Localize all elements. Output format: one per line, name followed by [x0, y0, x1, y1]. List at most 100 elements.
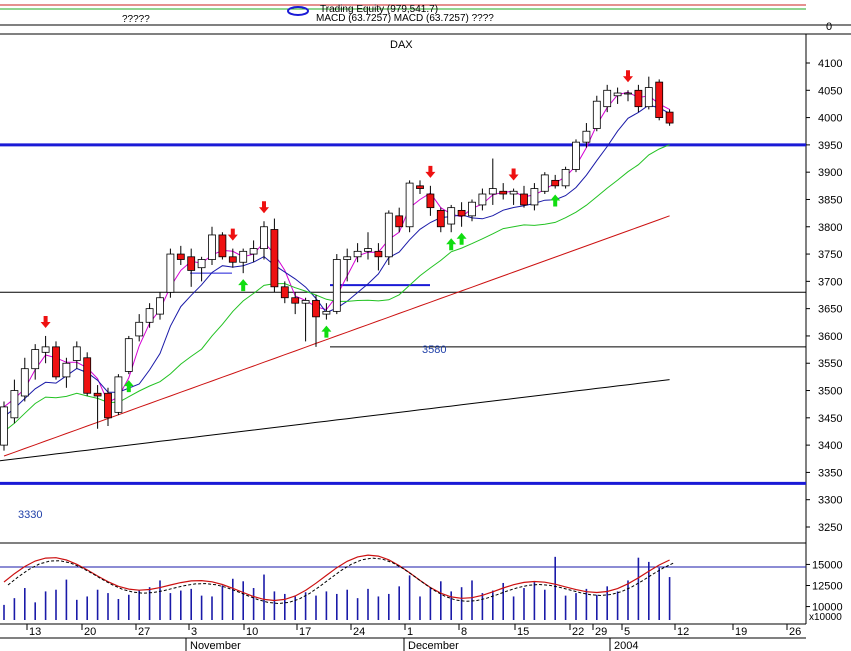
price-tick-label: 3750 [818, 249, 842, 261]
candle-body [364, 248, 372, 252]
signals [40, 70, 633, 393]
price-tick-label: 4000 [818, 113, 842, 125]
x-tick-label: 17 [299, 626, 311, 638]
candle-body [197, 259, 206, 269]
candle-body [416, 185, 424, 189]
price-tick-label: 3900 [818, 167, 842, 179]
x-tick-label: 3 [191, 626, 197, 638]
candle-body [613, 92, 622, 97]
candle-body [93, 392, 102, 397]
candle-body [426, 193, 435, 209]
candle-body [540, 174, 549, 192]
price-tick-label: 3800 [818, 222, 842, 234]
support-labels: 3580 3330 [18, 344, 446, 521]
support-label-3580: 3580 [422, 344, 446, 356]
price-tick-label: 3650 [818, 304, 842, 316]
candle-body [249, 248, 258, 255]
x-tick-label: 8 [461, 626, 467, 638]
candle-body [208, 234, 216, 260]
sell-arrow-icon [508, 168, 519, 181]
x-axis-labels: 13 20 27 3 10 17 24 1 8 15 22 29 5 12 19 26 November Dece… [26, 624, 801, 651]
candle-body [468, 201, 476, 217]
candle-body [104, 392, 112, 419]
top-indicator-strip: Trading Equity (979,541.7) MACD (63.7257… [0, 0, 851, 35]
candle-body [592, 100, 601, 129]
candle-body [530, 188, 539, 206]
buy-arrow-icon [446, 238, 457, 251]
support-lines [0, 143, 806, 485]
candle-body [62, 362, 71, 378]
candle-body [353, 250, 362, 258]
price-tick-label: 3250 [818, 522, 842, 534]
sell-arrow-icon [425, 165, 436, 178]
moving-average-30 [3, 215, 670, 457]
price-tick-label: 4050 [818, 85, 842, 97]
candle-body [603, 89, 612, 108]
x-tick-label: 15 [517, 626, 529, 638]
candle-body [135, 321, 144, 337]
candle-body [10, 390, 19, 419]
top-strip-marker-icon [287, 6, 309, 16]
x-tick-label: 22 [572, 626, 584, 638]
candle-body [20, 368, 29, 397]
zero-label: 0 [826, 21, 832, 33]
buy-arrow-icon [550, 194, 561, 207]
candle-body [395, 215, 404, 228]
candle-body [624, 92, 632, 95]
volume-tick-label: 15000 [812, 559, 843, 571]
legend-line1: Trading Equity (979,541.7) [320, 4, 438, 15]
candle-body [509, 190, 518, 195]
candle-body [447, 207, 456, 225]
price-tick-label: 3700 [818, 276, 842, 288]
x-tick-label: 10 [246, 626, 258, 638]
price-tick-label: 3500 [818, 386, 842, 398]
oscillator-line [3, 554, 670, 602]
candle-body [31, 349, 40, 370]
candle-body [561, 169, 570, 187]
candle-body [655, 81, 664, 118]
candle-body [72, 346, 81, 361]
candle-body [322, 310, 331, 315]
support-label-3330: 3330 [18, 509, 42, 521]
chart-title: DAX [390, 39, 413, 51]
candle-body [166, 253, 175, 293]
oscillator-signal-line [7, 557, 674, 605]
volume-tick-label: 12500 [812, 581, 843, 593]
candle-body [436, 209, 445, 228]
buy-arrow-icon [238, 279, 249, 292]
price-tick-label: 4100 [818, 58, 842, 70]
candle-body [312, 300, 320, 318]
candle-body [83, 357, 92, 394]
candle-body [582, 130, 591, 143]
moving-average-60 [0, 379, 670, 462]
candle-body [644, 87, 653, 108]
month-label: 2004 [614, 640, 638, 651]
candle-body [145, 308, 154, 323]
x-tick-label: 29 [595, 626, 607, 638]
x-tick-label: 20 [84, 626, 96, 638]
sell-arrow-icon [227, 228, 238, 241]
candle-body [291, 297, 300, 304]
sell-arrow-icon [259, 201, 269, 214]
candle-body [478, 193, 487, 206]
x-tick-label: 27 [138, 626, 150, 638]
x-axis: 13 20 27 3 10 17 24 1 8 15 22 29 5 12 19 26 November Dece… [0, 623, 806, 651]
candle-body [270, 229, 279, 288]
candle-body [114, 376, 123, 413]
candle-body [228, 256, 237, 263]
candle-body [488, 188, 497, 195]
x-tick-label: 1 [407, 626, 413, 638]
candle-body [280, 286, 289, 299]
x-tick-label: 13 [29, 626, 41, 638]
candle-body [374, 250, 383, 258]
month-label: December [408, 640, 459, 651]
candle-body [0, 406, 8, 446]
candle-body [457, 209, 466, 217]
x-tick-label: 12 [677, 626, 689, 638]
candle-body [384, 212, 393, 258]
buy-arrow-icon [123, 380, 134, 393]
candle-body [343, 256, 352, 260]
candle-body [405, 182, 414, 228]
candle-body [665, 111, 674, 124]
